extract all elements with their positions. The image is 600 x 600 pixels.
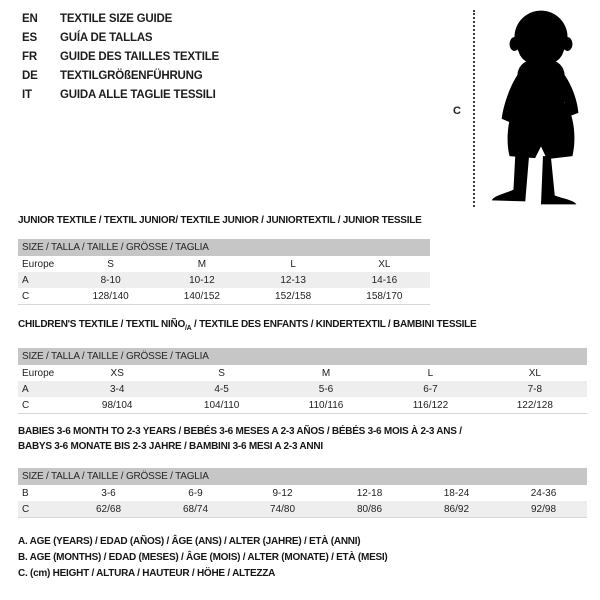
- baby-silhouette-icon: [491, 10, 579, 205]
- row-label: A: [22, 383, 29, 395]
- size-header-bar: SIZE / TALLA / TAILLE / GRÖSSE / TAGLIA: [18, 468, 587, 485]
- size-header-bar: SIZE / TALLA / TAILLE / GRÖSSE / TAGLIA: [18, 239, 430, 256]
- row-label: A: [22, 274, 29, 286]
- size-header-text: SIZE / TALLA / TAILLE / GRÖSSE / TAGLIA: [22, 351, 209, 362]
- legend: A. AGE (YEARS) / EDAD (AÑOS) / ÂGE (ANS)…: [18, 536, 388, 584]
- language-row-es: ES GUÍA DE TALLAS: [22, 28, 219, 47]
- language-code: IT: [22, 88, 32, 101]
- table-row-height: C 128/140 140/152 152/158 158/170: [18, 288, 430, 304]
- cell: 92/98: [530, 503, 557, 515]
- size-header-bar: SIZE / TALLA / TAILLE / GRÖSSE / TAGLIA: [18, 348, 587, 365]
- cell: 128/140: [92, 290, 129, 302]
- cell: 4-5: [214, 383, 229, 395]
- guide-title-it: GUIDA ALLE TAGLIE TESSILI: [60, 88, 216, 101]
- cell: 6-9: [188, 487, 203, 499]
- cell: 14-16: [371, 274, 398, 286]
- language-row-de: DE TEXTILGRÖßENFÜHRUNG: [22, 66, 219, 85]
- language-code: EN: [22, 12, 38, 25]
- babies-size-table: SIZE / TALLA / TAILLE / GRÖSSE / TAGLIA …: [18, 468, 587, 518]
- cell: 9-12: [272, 487, 293, 499]
- cell: 7-8: [527, 383, 543, 395]
- cell: XS: [110, 367, 124, 379]
- row-label: Europe: [22, 367, 55, 379]
- row-label: C: [22, 503, 30, 515]
- table-row-months: B 3-6 6-9 9-12 12-18 18-24 24-36: [18, 485, 587, 501]
- size-header-text: SIZE / TALLA / TAILLE / GRÖSSE / TAGLIA: [22, 242, 209, 253]
- cell: 18-24: [443, 487, 470, 499]
- cell: 104/110: [203, 399, 240, 411]
- cell: 98/104: [101, 399, 133, 411]
- children-title-pre: CHILDREN'S TEXTILE / TEXTIL NIÑO: [18, 319, 185, 330]
- junior-table-title-text: JUNIOR TEXTILE / TEXTIL JUNIOR/ TEXTILE …: [18, 215, 422, 226]
- baby-figure: C: [440, 0, 600, 220]
- children-title-post: / TEXTILE DES ENFANTS / KINDERTEXTIL / B…: [191, 319, 477, 330]
- babies-table-title: BABIES 3-6 MONTH TO 2-3 YEARS / BEBÉS 3-…: [18, 424, 462, 454]
- cell: 10-12: [189, 274, 215, 286]
- cell: 5-6: [318, 383, 334, 395]
- cell: 3-4: [109, 383, 125, 395]
- legend-line-a: A. AGE (YEARS) / EDAD (AÑOS) / ÂGE (ANS)…: [18, 536, 361, 547]
- language-code: ES: [22, 31, 37, 44]
- language-row-en: EN TEXTILE SIZE GUIDE: [22, 9, 219, 28]
- guide-title-en: TEXTILE SIZE GUIDE: [60, 12, 173, 25]
- cell: 12-13: [280, 274, 306, 286]
- height-measure-label: C: [453, 105, 461, 117]
- cell: 74/80: [269, 503, 296, 515]
- cell: 24-36: [530, 487, 557, 499]
- cell: 68/74: [182, 503, 209, 515]
- size-header-text: SIZE / TALLA / TAILLE / GRÖSSE / TAGLIA: [22, 471, 209, 482]
- language-code: DE: [22, 69, 38, 82]
- cell: 122/128: [516, 399, 553, 411]
- cell: L: [427, 367, 434, 379]
- language-code: FR: [22, 50, 37, 63]
- cell: 116/122: [412, 399, 449, 411]
- cell: M: [197, 258, 207, 270]
- cell: XL: [528, 367, 541, 379]
- guide-title-de: TEXTILGRÖßENFÜHRUNG: [60, 69, 203, 82]
- row-label: B: [22, 487, 29, 499]
- cell: S: [218, 367, 225, 379]
- children-size-table: SIZE / TALLA / TAILLE / GRÖSSE / TAGLIA …: [18, 348, 587, 414]
- cell: 8-10: [100, 274, 121, 286]
- legend-line-b: B. AGE (MONTHS) / EDAD (MESES) / ÂGE (MO…: [18, 552, 388, 563]
- cell: L: [290, 258, 296, 270]
- height-measure-dotted-line: [473, 10, 475, 207]
- cell: 86/92: [443, 503, 470, 515]
- children-table-title: CHILDREN'S TEXTILE / TEXTIL NIÑO/A / TEX…: [18, 319, 477, 332]
- cell: 6-7: [423, 383, 438, 395]
- cell: 62/68: [95, 503, 122, 515]
- language-title-list: EN TEXTILE SIZE GUIDE ES GUÍA DE TALLAS …: [22, 9, 219, 104]
- row-label: C: [22, 290, 30, 302]
- babies-title-line2: BABYS 3-6 MONATE BIS 2-3 JAHRE / BAMBINI…: [18, 441, 323, 452]
- cell: 12-18: [356, 487, 383, 499]
- row-label: C: [22, 399, 30, 411]
- language-row-it: IT GUIDA ALLE TAGLIE TESSILI: [22, 85, 219, 104]
- cell: 110/116: [308, 399, 344, 411]
- table-row-age: A 8-10 10-12 12-13 14-16: [18, 272, 430, 288]
- guide-title-es: GUÍA DE TALLAS: [60, 31, 153, 44]
- row-label: Europe: [22, 258, 55, 270]
- cell: 140/152: [183, 290, 220, 302]
- cell: S: [107, 258, 114, 270]
- cell: M: [321, 367, 331, 379]
- cell: 152/158: [275, 290, 312, 302]
- cell: XL: [378, 258, 391, 270]
- table-row-height: C 98/104 104/110 110/116 116/122 122/128: [18, 397, 587, 413]
- table-row-europe: Europe S M L XL: [18, 256, 430, 272]
- cell: 80/86: [356, 503, 383, 515]
- junior-size-table: SIZE / TALLA / TAILLE / GRÖSSE / TAGLIA …: [18, 239, 430, 305]
- cell: 3-6: [101, 487, 116, 499]
- legend-line-c: C. (cm) HEIGHT / ALTURA / HAUTEUR / HÖHE…: [18, 568, 276, 579]
- table-row-height: C 62/68 68/74 74/80 80/86 86/92 92/98: [18, 501, 587, 517]
- guide-title-fr: GUIDE DES TAILLES TEXTILE: [60, 50, 219, 63]
- babies-title-line1: BABIES 3-6 MONTH TO 2-3 YEARS / BEBÉS 3-…: [18, 426, 462, 437]
- table-row-europe: Europe XS S M L XL: [18, 365, 587, 381]
- cell: 158/170: [366, 290, 403, 302]
- language-row-fr: FR GUIDE DES TAILLES TEXTILE: [22, 47, 219, 66]
- children-title-subscript: /A: [184, 325, 192, 332]
- junior-table-title: JUNIOR TEXTILE / TEXTIL JUNIOR/ TEXTILE …: [18, 215, 422, 226]
- table-row-age: A 3-4 4-5 5-6 6-7 7-8: [18, 381, 587, 397]
